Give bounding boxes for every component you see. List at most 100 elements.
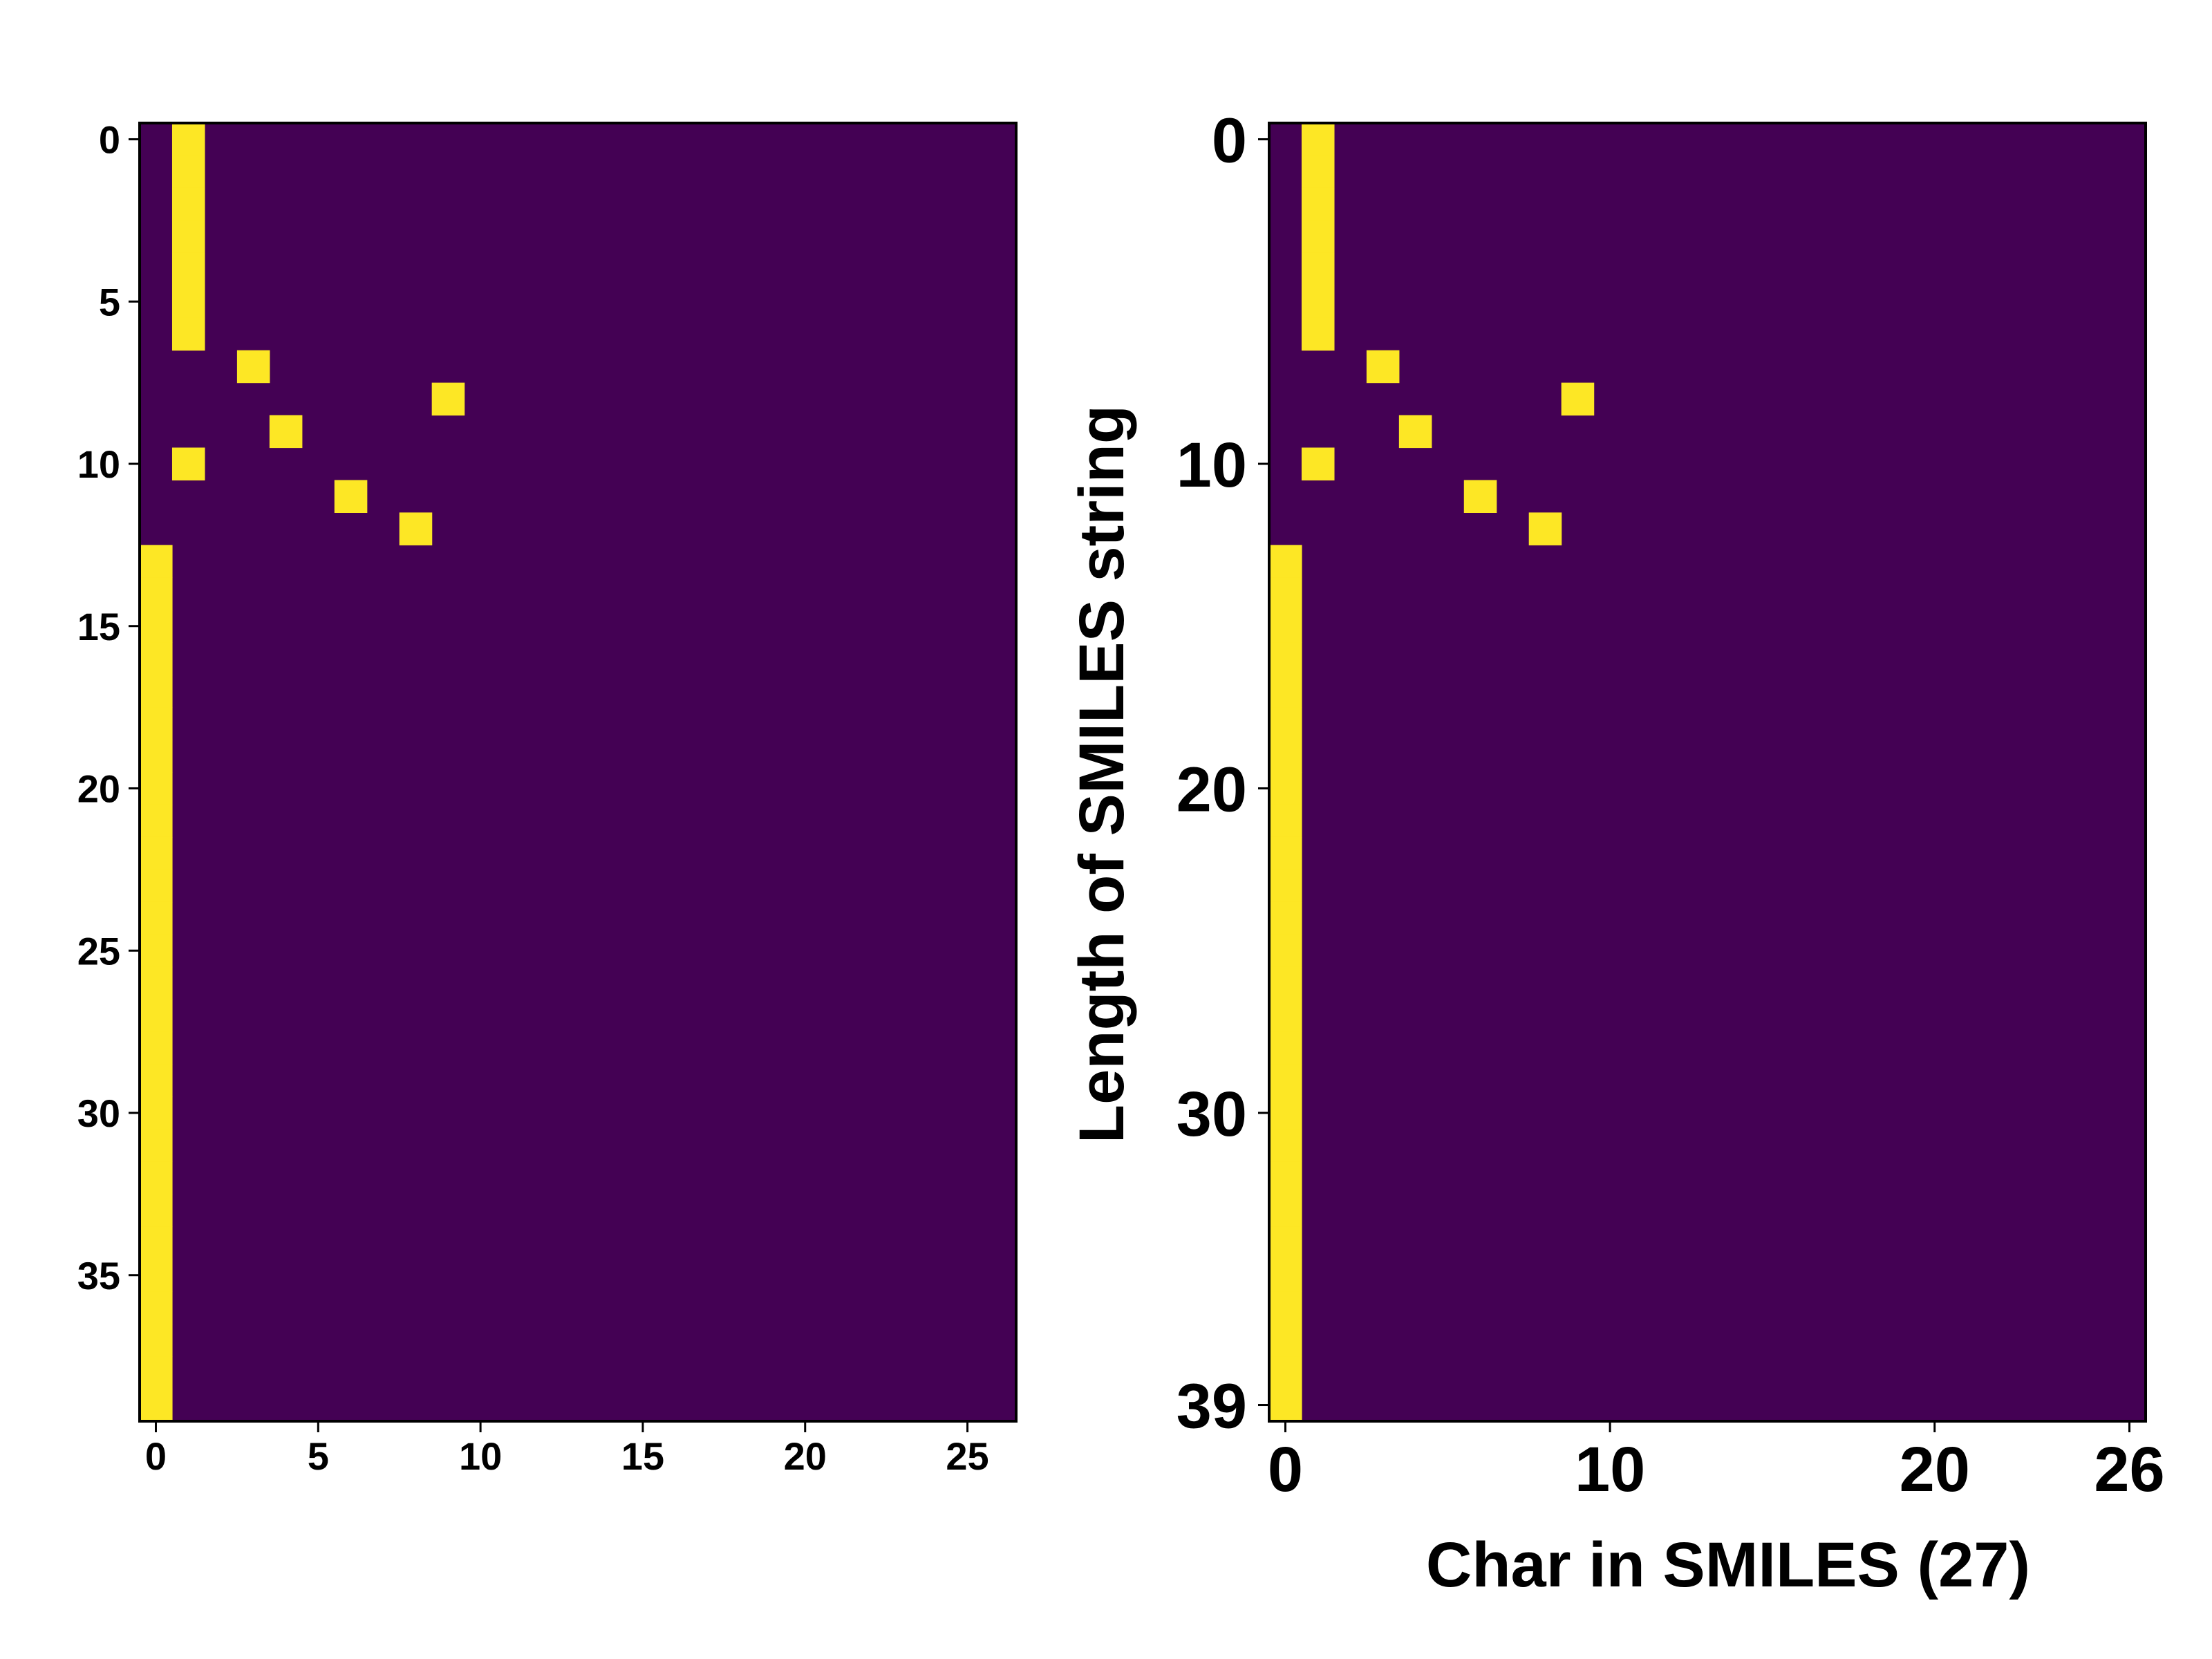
heatmap-cell xyxy=(1269,610,1302,643)
heatmap-cell xyxy=(1398,415,1432,449)
heatmap-cell xyxy=(140,1064,173,1098)
heatmap-cell xyxy=(269,415,303,449)
heatmap-cell xyxy=(140,545,173,578)
y-tick-label: 30 xyxy=(77,1091,120,1135)
heatmap-cell xyxy=(1269,836,1302,870)
heatmap-cell xyxy=(171,447,205,481)
heatmap-cell xyxy=(140,1161,173,1194)
y-tick-label: 25 xyxy=(77,929,120,973)
heatmap-cell xyxy=(140,999,173,1033)
heatmap-cell xyxy=(1301,447,1335,481)
heatmap-cell xyxy=(1269,934,1302,968)
heatmap-cell xyxy=(1269,1259,1302,1292)
x-tick-label: 25 xyxy=(946,1434,988,1478)
x-tick-label: 15 xyxy=(621,1434,664,1478)
heatmap-cell xyxy=(1269,999,1302,1033)
x-tick-label: 10 xyxy=(459,1434,502,1478)
heatmap-cell xyxy=(171,252,205,286)
heatmap-cell xyxy=(140,1194,173,1227)
heatmap-cell xyxy=(431,382,465,416)
y-tick-label: 0 xyxy=(1212,106,1247,176)
heatmap-cell xyxy=(1269,804,1302,838)
plot-frame xyxy=(1268,122,2147,1423)
heatmap-cell xyxy=(171,220,205,254)
heatmap-cell xyxy=(140,707,173,740)
heatmap-cell xyxy=(1269,1064,1302,1098)
heatmap-cell xyxy=(140,610,173,643)
heatmap-cell xyxy=(1269,577,1302,610)
heatmap-cell xyxy=(1269,901,1302,935)
heatmap-cell xyxy=(1269,966,1302,1000)
plot-frame xyxy=(138,122,1018,1423)
heatmap-cell xyxy=(1366,350,1400,384)
x-tick-label: 20 xyxy=(784,1434,827,1478)
y-tick-label: 15 xyxy=(77,605,120,648)
x-tick-label: 5 xyxy=(308,1434,329,1478)
heatmap-cell xyxy=(1269,1161,1302,1194)
x-tick-label: 0 xyxy=(145,1434,167,1478)
heatmap-cell xyxy=(1269,1031,1302,1065)
heatmap-cell xyxy=(334,480,368,513)
heatmap-cell xyxy=(1269,1389,1302,1422)
heatmap-panel-left: 0 5 10 15 20 25 0 5 10 15 20 25 30 35 xyxy=(77,118,1018,1478)
heatmap-cell xyxy=(140,675,173,708)
heatmap-cell xyxy=(171,285,205,319)
heatmap-cell xyxy=(399,512,433,545)
x-tick-label: 26 xyxy=(2094,1434,2164,1505)
heatmap-cell xyxy=(1301,285,1335,319)
heatmap-cell xyxy=(171,317,205,351)
heatmap-cell xyxy=(140,869,173,903)
y-tick-label: 0 xyxy=(99,118,120,162)
y-tick-label: 5 xyxy=(99,280,120,324)
heatmap-cell xyxy=(1301,123,1335,156)
heatmap-cell xyxy=(140,1226,173,1259)
y-tick-label: 20 xyxy=(1177,755,1247,825)
y-tick-label: 30 xyxy=(1177,1079,1247,1150)
y-tick-label: 39 xyxy=(1177,1371,1247,1442)
heatmap-cell xyxy=(1269,740,1302,773)
heatmap-cell xyxy=(1269,1356,1302,1389)
heatmap-cell xyxy=(140,1096,173,1130)
y-tick-label: 20 xyxy=(77,767,120,811)
x-tick-label: 0 xyxy=(1268,1434,1303,1505)
y-axis-label: Length of SMILES string xyxy=(1067,405,1137,1143)
heatmap-cell xyxy=(1269,1194,1302,1227)
heatmap-cell xyxy=(140,577,173,610)
heatmap-cell xyxy=(1269,772,1302,805)
heatmap-cell xyxy=(140,1389,173,1422)
heatmap-cell xyxy=(140,1324,173,1357)
heatmap-panel-right: 0 10 20 26 0 10 20 30 39 xyxy=(1177,106,2165,1505)
heatmap-cell xyxy=(140,642,173,675)
heatmap-cell xyxy=(140,740,173,773)
heatmap-cell xyxy=(1301,187,1335,221)
heatmap-cell xyxy=(1269,1324,1302,1357)
heatmap-cell xyxy=(140,1129,173,1162)
heatmap-cell xyxy=(1269,869,1302,903)
heatmap-cell xyxy=(1561,382,1595,416)
heatmap-cell xyxy=(1269,1226,1302,1259)
heatmap-cell xyxy=(140,934,173,968)
heatmap-cell xyxy=(1269,545,1302,578)
x-axis-label: Char in SMILES (27) xyxy=(1426,1530,2030,1600)
heatmap-cell xyxy=(171,187,205,221)
heatmap-background xyxy=(1269,123,2146,1421)
heatmap-cell xyxy=(1269,1291,1302,1324)
x-tick-label: 20 xyxy=(1900,1434,1970,1505)
heatmap-cell xyxy=(1301,252,1335,286)
heatmap-cell xyxy=(1269,675,1302,708)
x-tick-label: 10 xyxy=(1575,1434,1645,1505)
heatmap-cell xyxy=(1463,480,1497,513)
heatmap-cell xyxy=(1269,1096,1302,1130)
y-tick-label: 10 xyxy=(77,442,120,486)
heatmap-cell xyxy=(140,804,173,838)
heatmap-cell xyxy=(140,836,173,870)
heatmap-cell xyxy=(1301,220,1335,254)
heatmap-cell xyxy=(171,123,205,156)
heatmap-cell xyxy=(1301,155,1335,189)
heatmap-cell xyxy=(140,1291,173,1324)
heatmap-cell xyxy=(1528,512,1562,545)
heatmap-cell xyxy=(171,155,205,189)
heatmap-cell xyxy=(1269,1129,1302,1162)
heatmap-cell xyxy=(1269,642,1302,675)
heatmap-cell xyxy=(236,350,270,384)
